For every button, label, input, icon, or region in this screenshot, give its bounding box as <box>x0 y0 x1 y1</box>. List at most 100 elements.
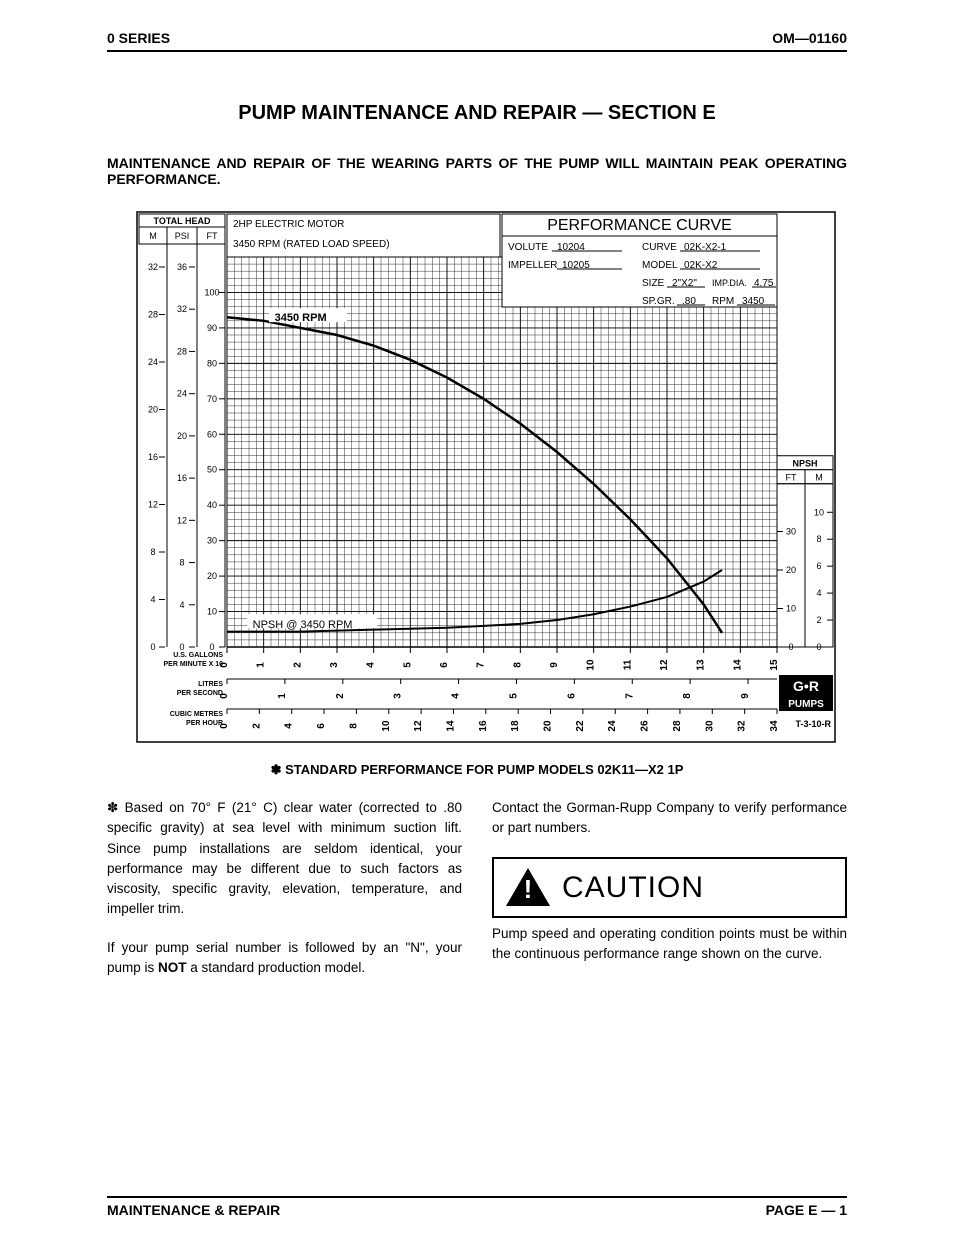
svg-text:PUMPS: PUMPS <box>788 699 824 710</box>
svg-text:FT: FT <box>786 473 797 483</box>
svg-text:CURVE: CURVE <box>642 242 677 253</box>
svg-text:13: 13 <box>696 659 707 671</box>
svg-text:3450 RPM (RATED LOAD SPEED): 3450 RPM (RATED LOAD SPEED) <box>233 239 390 250</box>
svg-text:4: 4 <box>451 693 462 699</box>
svg-text:3450 RPM: 3450 RPM <box>275 312 327 324</box>
svg-text:G•R: G•R <box>793 678 819 694</box>
section-subtitle: MAINTENANCE AND REPAIR OF THE WEARING PA… <box>107 155 847 187</box>
svg-text:3: 3 <box>393 693 404 699</box>
svg-text:40: 40 <box>207 500 217 510</box>
svg-text:8: 8 <box>150 547 155 557</box>
svg-text:PER HOUR: PER HOUR <box>186 720 223 727</box>
svg-text:0: 0 <box>209 642 214 652</box>
svg-text:7: 7 <box>624 693 635 699</box>
svg-text:FT: FT <box>207 231 218 241</box>
svg-text:T-3-10-R: T-3-10-R <box>795 719 831 729</box>
header-right: OM—01160 <box>772 30 847 46</box>
svg-text:34: 34 <box>769 720 780 732</box>
page-header: 0 SERIES OM—01160 <box>107 30 847 52</box>
svg-text:RPM: RPM <box>712 296 734 307</box>
svg-text:60: 60 <box>207 429 217 439</box>
svg-text:1: 1 <box>256 662 267 668</box>
svg-text:TOTAL HEAD: TOTAL HEAD <box>153 216 211 226</box>
svg-text:10: 10 <box>207 607 217 617</box>
footer-left: MAINTENANCE & REPAIR <box>107 1202 280 1218</box>
svg-text:4: 4 <box>284 723 295 729</box>
svg-text:2: 2 <box>335 693 346 699</box>
svg-text:0: 0 <box>150 642 155 652</box>
body-columns: ✽ Based on 70° F (21° C) clear water (co… <box>107 798 847 996</box>
svg-text:32: 32 <box>177 304 187 314</box>
caution-box: ! CAUTION <box>492 857 847 918</box>
svg-text:16: 16 <box>478 720 489 732</box>
svg-text:20: 20 <box>543 720 554 732</box>
svg-text:11: 11 <box>622 659 633 670</box>
svg-text:50: 50 <box>207 465 217 475</box>
svg-text:MODEL: MODEL <box>642 260 678 271</box>
svg-text:24: 24 <box>177 389 187 399</box>
svg-text:IMP.DIA.: IMP.DIA. <box>712 278 747 288</box>
svg-text:NPSH: NPSH <box>792 459 817 469</box>
svg-text:14: 14 <box>732 659 743 671</box>
svg-text:3: 3 <box>329 662 340 668</box>
svg-text:4: 4 <box>179 600 184 610</box>
svg-text:M: M <box>149 231 157 241</box>
svg-text:U.S. GALLONS: U.S. GALLONS <box>173 652 223 659</box>
header-left: 0 SERIES <box>107 30 170 46</box>
svg-text:12: 12 <box>148 500 158 510</box>
svg-text:2: 2 <box>292 662 303 668</box>
svg-text:24: 24 <box>148 357 158 367</box>
svg-text:4: 4 <box>366 662 377 668</box>
svg-text:32: 32 <box>148 262 158 272</box>
svg-text:18: 18 <box>510 720 521 732</box>
svg-text:10: 10 <box>381 720 392 732</box>
svg-text:30: 30 <box>786 527 796 537</box>
svg-text:PERFORMANCE CURVE: PERFORMANCE CURVE <box>547 217 732 234</box>
svg-text:!: ! <box>524 874 533 904</box>
svg-text:12: 12 <box>659 659 670 671</box>
svg-text:14: 14 <box>445 720 456 732</box>
svg-text:VOLUTE: VOLUTE <box>508 242 548 253</box>
paragraph: If your pump serial number is followed b… <box>107 938 462 979</box>
svg-text:8: 8 <box>816 534 821 544</box>
svg-text:20: 20 <box>786 565 796 575</box>
svg-text:CUBIC METRES: CUBIC METRES <box>170 711 224 718</box>
paragraph: Pump speed and operating condition point… <box>492 924 847 965</box>
svg-text:7: 7 <box>476 662 487 668</box>
svg-text:SP.GR.: SP.GR. <box>642 296 675 307</box>
svg-text:IMPELLER: IMPELLER <box>508 260 557 271</box>
svg-text:30: 30 <box>207 536 217 546</box>
svg-text:20: 20 <box>148 405 158 415</box>
svg-text:32: 32 <box>737 720 748 732</box>
svg-text:28: 28 <box>177 346 187 356</box>
svg-text:20: 20 <box>207 571 217 581</box>
warning-icon: ! <box>504 866 552 908</box>
svg-text:2HP ELECTRIC MOTOR: 2HP ELECTRIC MOTOR <box>233 219 344 230</box>
chart-caption: ✽ STANDARD PERFORMANCE FOR PUMP MODELS 0… <box>107 762 847 778</box>
page-footer: MAINTENANCE & REPAIR PAGE E — 1 <box>107 1196 847 1218</box>
svg-text:24: 24 <box>607 720 618 732</box>
svg-text:10: 10 <box>814 507 824 517</box>
svg-text:8: 8 <box>682 693 693 699</box>
svg-text:12: 12 <box>177 515 187 525</box>
svg-text:36: 36 <box>177 262 187 272</box>
svg-text:PSI: PSI <box>175 231 190 241</box>
svg-text:M: M <box>815 473 823 483</box>
svg-text:6: 6 <box>816 561 821 571</box>
paragraph: ✽ Based on 70° F (21° C) clear water (co… <box>107 798 462 920</box>
svg-text:8: 8 <box>348 723 359 729</box>
svg-text:9: 9 <box>549 662 560 668</box>
svg-text:NPSH @ 3450 RPM: NPSH @ 3450 RPM <box>253 619 353 631</box>
svg-text:PER SECOND: PER SECOND <box>177 690 223 697</box>
section-title: PUMP MAINTENANCE AND REPAIR — SECTION E <box>107 102 847 125</box>
caution-label: CAUTION <box>562 865 704 910</box>
column-left: ✽ Based on 70° F (21° C) clear water (co… <box>107 798 462 996</box>
svg-text:6: 6 <box>316 723 327 729</box>
svg-text:0: 0 <box>816 642 821 652</box>
svg-text:28: 28 <box>148 310 158 320</box>
footer-right: PAGE E — 1 <box>766 1202 847 1218</box>
column-right: Contact the Gorman-Rupp Company to verif… <box>492 798 847 996</box>
svg-text:8: 8 <box>179 558 184 568</box>
svg-text:10: 10 <box>786 604 796 614</box>
svg-text:80: 80 <box>207 358 217 368</box>
